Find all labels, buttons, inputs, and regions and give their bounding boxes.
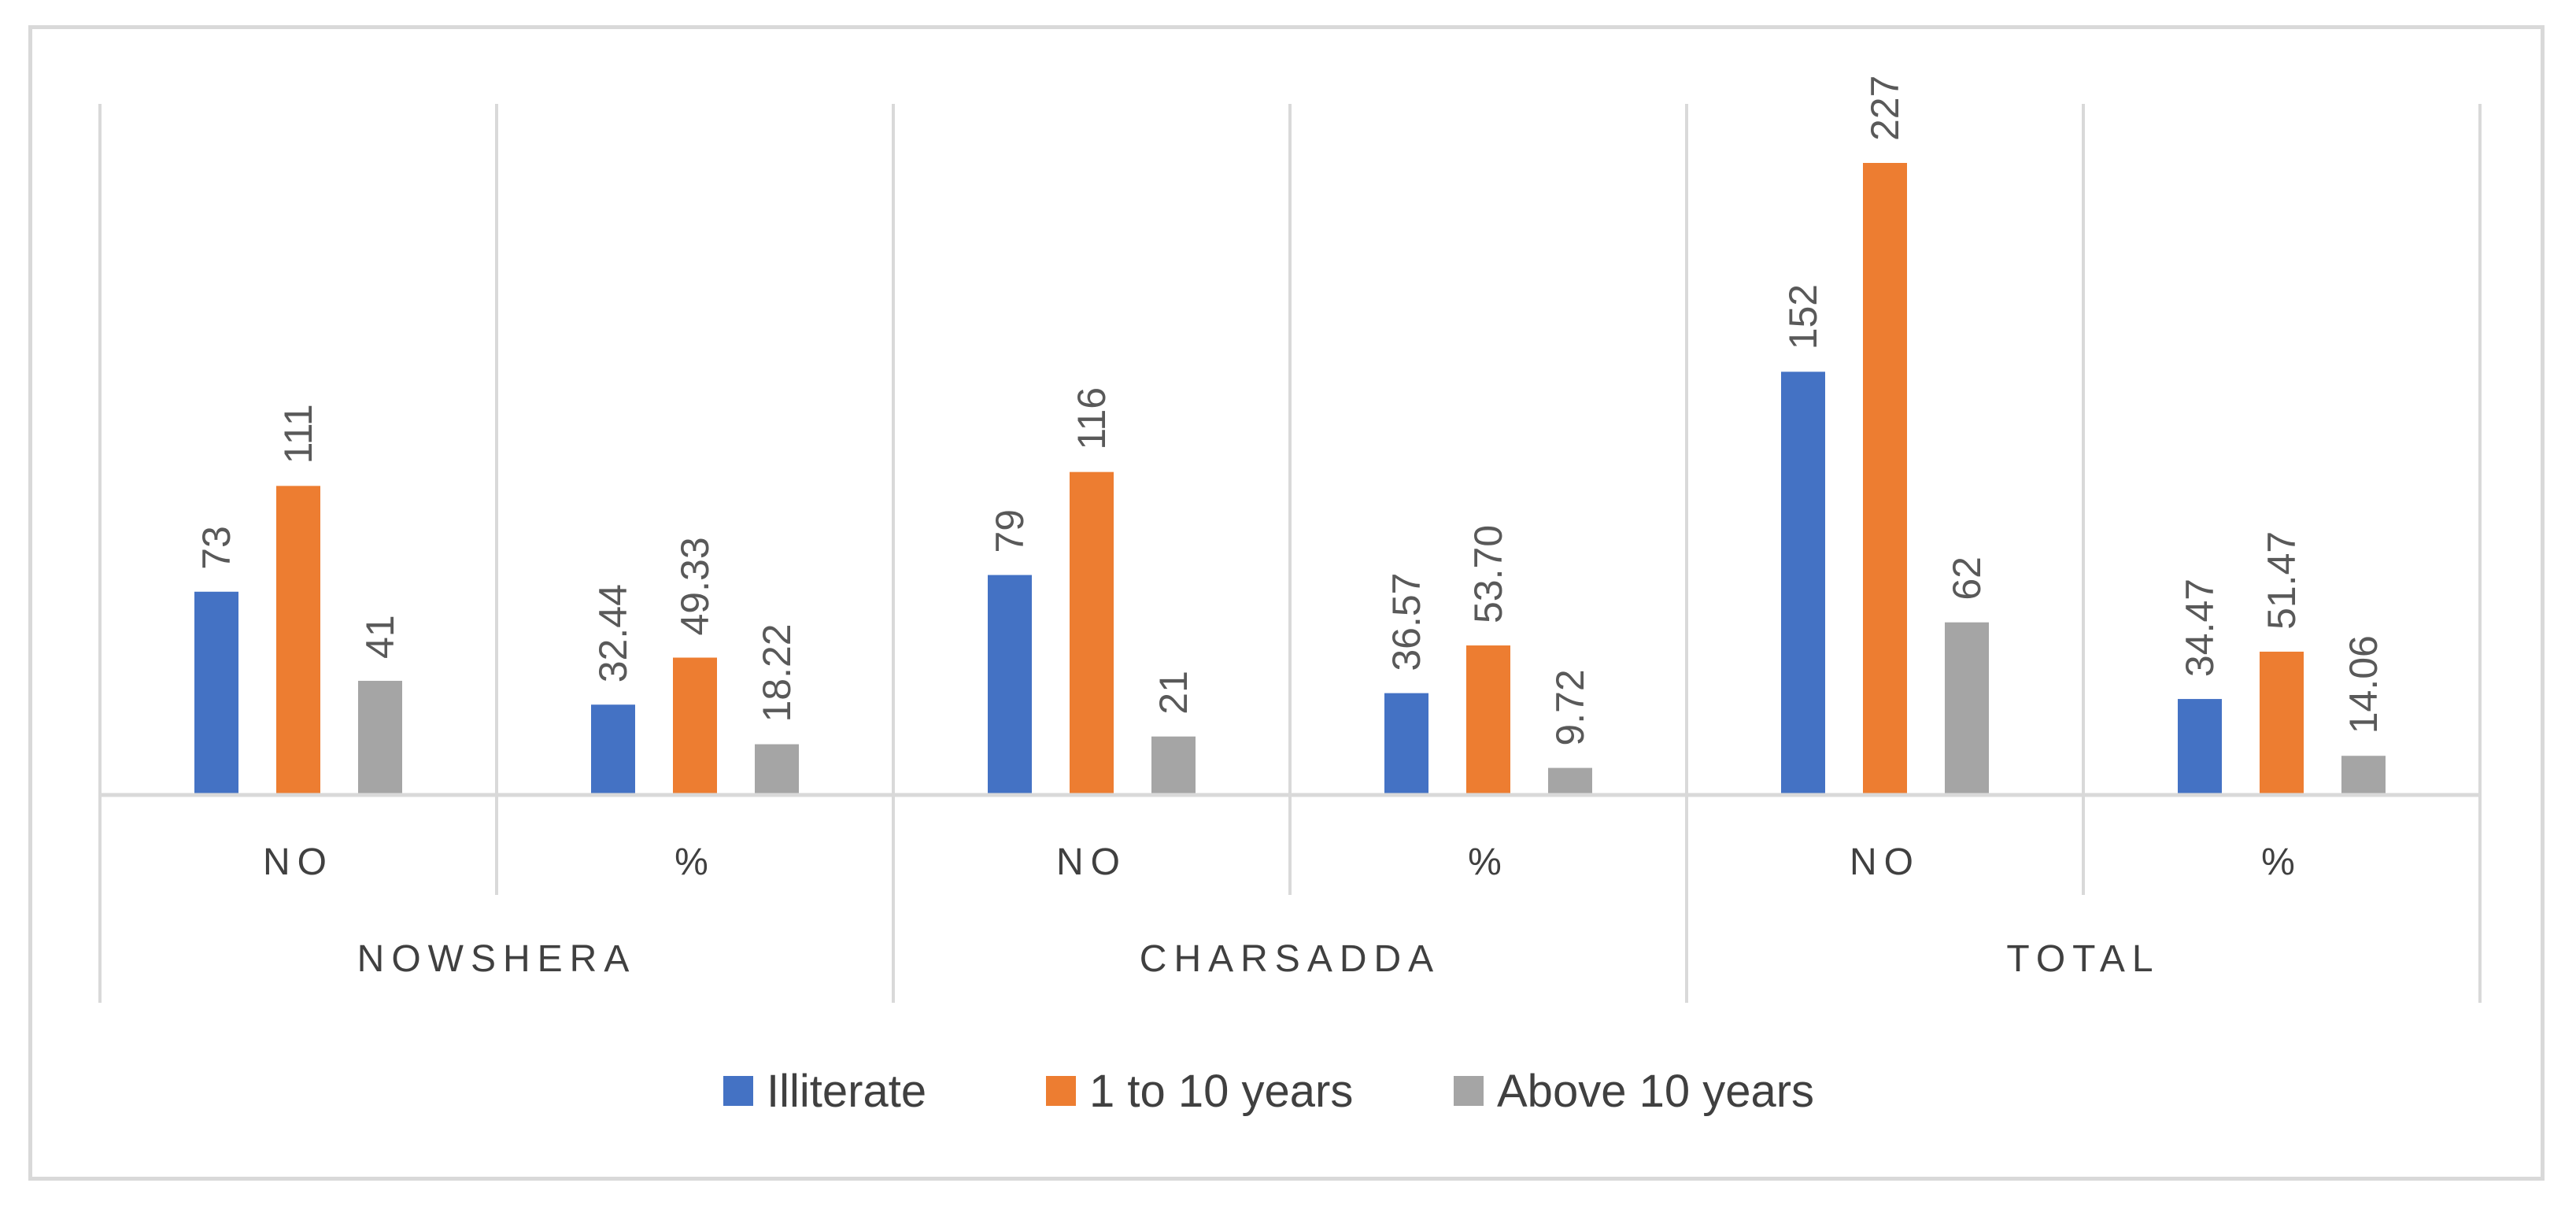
chart-frame: 73 32.44 79 36.57 152 34.47 111 49.33 116 53.70 22… xyxy=(28,25,2545,1181)
bar-1-to-10-years-2 xyxy=(1070,471,1114,795)
bar-chart: 73 32.44 79 36.57 152 34.47 111 49.33 116 53.70 22… xyxy=(98,76,2482,1117)
tick-label-sub: NO xyxy=(1850,841,1920,883)
data-label: 21 xyxy=(1151,671,1196,715)
data-label: 79 xyxy=(988,509,1032,553)
data-label: 51.47 xyxy=(2260,531,2304,630)
bar-1-to-10-years-3 xyxy=(1466,645,1510,795)
data-label: 9.72 xyxy=(1548,669,1592,745)
bar-above-10-years-0 xyxy=(358,680,402,795)
bar-above-10-years-3 xyxy=(1548,767,1592,795)
data-label: 18.22 xyxy=(755,623,799,722)
legend-label: 1 to 10 years xyxy=(1089,1066,1353,1117)
data-label: 62 xyxy=(1945,556,1989,601)
tick-label-sub: NO xyxy=(1056,841,1127,883)
data-label: 73 xyxy=(194,526,238,570)
legend: Illiterate 1 to 10 years Above 10 years xyxy=(723,1066,1814,1117)
data-label: 111 xyxy=(276,404,320,464)
category-separators xyxy=(98,104,2482,1003)
data-label: 116 xyxy=(1070,387,1114,450)
bar-1-to-10-years-4 xyxy=(1863,163,1907,795)
tick-label-sub: % xyxy=(2261,841,2302,883)
bar-illiterate-1 xyxy=(591,704,635,795)
legend-swatch-1-to-10-years xyxy=(1046,1076,1076,1106)
data-label: 34.47 xyxy=(2178,579,2222,677)
bar-illiterate-0 xyxy=(194,591,238,795)
bar-above-10-years-4 xyxy=(1945,622,1989,795)
bars xyxy=(194,163,2386,796)
data-labels: 73 32.44 79 36.57 152 34.47 111 49.33 116 53.70 22… xyxy=(194,76,2386,746)
tick-label-group: CHARSADDA xyxy=(1140,938,1440,980)
data-label: 32.44 xyxy=(591,584,635,682)
legend-label: Illiterate xyxy=(767,1066,926,1117)
tick-label-sub: % xyxy=(1468,841,1509,883)
bar-above-10-years-2 xyxy=(1151,736,1196,795)
tick-label-sub: % xyxy=(674,841,715,883)
bar-1-to-10-years-1 xyxy=(673,657,717,795)
data-label: 41 xyxy=(358,615,402,659)
legend-swatch-illiterate xyxy=(723,1076,753,1106)
data-label: 49.33 xyxy=(673,537,717,635)
tick-label-sub: NO xyxy=(263,841,334,883)
bar-1-to-10-years-5 xyxy=(2260,651,2304,795)
bar-illiterate-3 xyxy=(1384,693,1428,795)
legend-swatch-above-10-years xyxy=(1454,1076,1484,1106)
legend-label: Above 10 years xyxy=(1497,1066,1814,1117)
data-label: 14.06 xyxy=(2341,635,2386,734)
bar-illiterate-4 xyxy=(1781,372,1825,796)
bar-illiterate-2 xyxy=(988,575,1032,795)
data-label: 152 xyxy=(1781,284,1825,349)
bar-1-to-10-years-0 xyxy=(276,486,320,795)
data-label: 227 xyxy=(1863,76,1907,141)
x-axis-tick-labels: NO% NO% NO % NOWSHERA CHARSADDA TOTAL xyxy=(263,841,2302,980)
data-label: 36.57 xyxy=(1384,573,1428,671)
tick-label-group: TOTAL xyxy=(2006,938,2160,980)
bar-above-10-years-1 xyxy=(755,744,799,795)
data-label: 53.70 xyxy=(1466,525,1510,623)
bar-above-10-years-5 xyxy=(2341,756,2386,795)
tick-label-group: NOWSHERA xyxy=(357,938,637,980)
bar-illiterate-5 xyxy=(2178,699,2222,795)
